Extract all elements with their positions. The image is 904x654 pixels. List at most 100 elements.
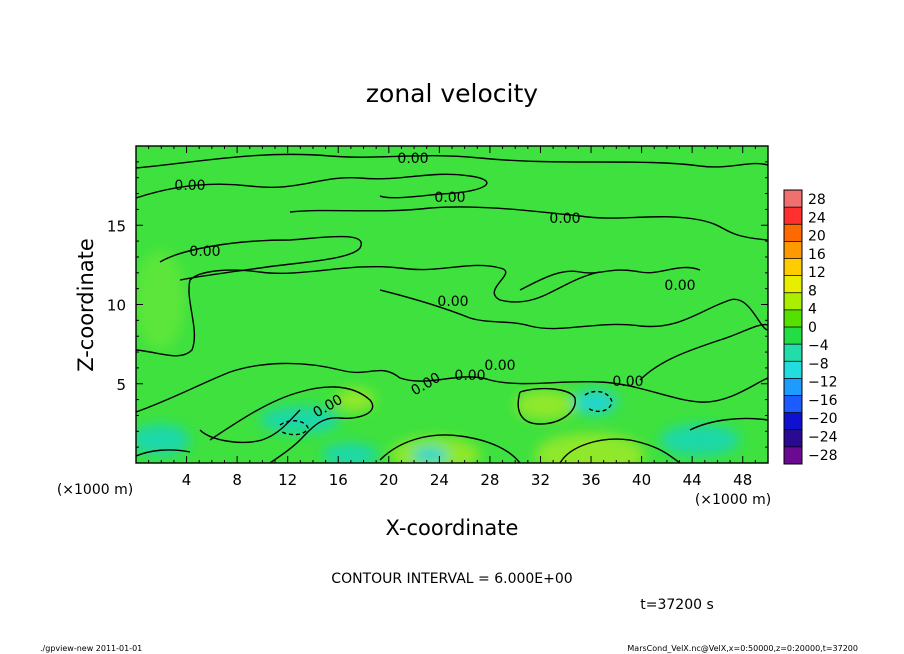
- contour-line: [136, 153, 768, 169]
- negative-patch: [660, 424, 740, 456]
- x-tick-label: 40: [632, 471, 651, 489]
- footer-right: MarsCond_VelX.nc@VelX,x=0:50000,z=0:2000…: [627, 644, 858, 653]
- plot-area: 0.000.000.000.000.000.000.000.000.00 0.00…: [136, 146, 768, 463]
- contour-line: [639, 323, 768, 381]
- colorbar-label: −20: [808, 411, 838, 427]
- colorbar-swatch: [784, 378, 802, 396]
- colorbar-label: 0: [808, 320, 817, 336]
- colorbar-swatch: [784, 344, 802, 362]
- x-tick-label: 8: [232, 471, 242, 489]
- contour-label: 0.00: [612, 374, 643, 390]
- contour-label: 0.00: [437, 294, 468, 310]
- colorbar-label: 28: [808, 192, 826, 208]
- colorbar-swatch: [784, 190, 802, 208]
- contour-line: [136, 449, 191, 457]
- colorbar-swatch: [784, 309, 802, 328]
- time-label: t=37200 s: [640, 597, 714, 613]
- contour-line: [519, 266, 701, 291]
- x-unit-left: (×1000 m): [57, 482, 133, 498]
- contour-line: [279, 420, 309, 436]
- contour-line: [517, 387, 576, 425]
- colorbar-swatch: [784, 292, 802, 311]
- x-tick-label: 32: [531, 471, 550, 489]
- positive-patch: [136, 250, 185, 350]
- colorbar-swatch: [784, 412, 802, 431]
- colorbar-label: 24: [808, 210, 826, 226]
- colorbar-label: −8: [808, 356, 829, 372]
- contour-line: [559, 438, 681, 463]
- y-tick-label: 10: [107, 297, 126, 315]
- y-axis: 5 10 15: [107, 161, 768, 448]
- contour-line: [209, 386, 374, 463]
- x-tick-label: 12: [278, 471, 297, 489]
- contour-line: [199, 409, 301, 444]
- colorbar-label: 8: [808, 283, 817, 299]
- contour-line: [584, 390, 613, 413]
- x-axis-label: X-coordinate: [386, 516, 519, 540]
- colorbar-swatch: [784, 241, 802, 259]
- colorbar-label: −12: [808, 375, 838, 391]
- x-tick-label: 20: [379, 471, 398, 489]
- colorbar-swatch: [784, 258, 802, 277]
- contour-lines: [136, 153, 768, 463]
- positive-patch: [335, 388, 375, 412]
- contour-interval: CONTOUR INTERVAL = 6.000E+00: [331, 571, 572, 587]
- colorbar-swatch: [784, 275, 802, 294]
- colorbar-label: −28: [808, 448, 838, 464]
- x-tick-label: 4: [182, 471, 192, 489]
- footer-left: ./gpview-new 2011-01-01: [40, 644, 142, 653]
- colorbar-label: 16: [808, 247, 826, 263]
- colorbar-swatch: [784, 207, 802, 225]
- x-tick-label: 44: [683, 471, 702, 489]
- x-unit-right: (×1000 m): [695, 492, 771, 508]
- negative-patch: [260, 406, 340, 434]
- contour-label: 0.00: [484, 358, 515, 374]
- y-axis-label: Z-coordinate: [74, 238, 98, 372]
- contour-label: 0.00: [434, 190, 465, 206]
- negative-patch: [573, 390, 617, 414]
- negative-patch: [412, 447, 448, 463]
- colorbar-label: 12: [808, 265, 826, 281]
- contour-line: [136, 264, 601, 357]
- y-tick-label: 15: [107, 217, 126, 235]
- contour-label: 0.00: [189, 244, 220, 260]
- contour-line: [136, 362, 768, 413]
- colorbar-swatch: [784, 429, 802, 448]
- x-tick-label: 24: [430, 471, 449, 489]
- colorbar-label: −24: [808, 430, 838, 446]
- contour-label: 0.00: [397, 151, 428, 167]
- contour-line: [379, 289, 768, 331]
- contour-line: [689, 417, 768, 431]
- chart-title: zonal velocity: [366, 79, 538, 108]
- colorbar-swatch: [784, 361, 802, 379]
- x-tick-label: 16: [329, 471, 348, 489]
- y-tick-label: 5: [116, 376, 126, 394]
- x-tick-label: 36: [581, 471, 600, 489]
- negative-patch: [322, 443, 378, 463]
- x-tick-label: 28: [480, 471, 499, 489]
- contour-labels: 0.000.000.000.000.000.000.000.000.00 0.00…: [174, 151, 695, 421]
- contour-line: [136, 173, 488, 199]
- colorbar-swatch: [784, 327, 802, 345]
- positive-patch: [515, 390, 575, 420]
- negative-patch: [136, 424, 190, 456]
- contour-line: [289, 206, 768, 241]
- contour-label: 0.00: [549, 211, 580, 227]
- colorbar-swatch: [784, 395, 802, 414]
- colorbar-label: −4: [808, 338, 829, 354]
- x-tick-label: 48: [733, 471, 752, 489]
- contour-label: 0.00: [174, 178, 205, 194]
- contour-label: 0.00: [454, 368, 485, 384]
- colorbar: 28 24 20 16 12 8 4 0 −4 −8 −12 −16 −20 −24 −28: [783, 189, 838, 465]
- x-axis: 4 8 12 16 20 24 28 32 36 40 44 48: [148, 146, 756, 489]
- colorbar-swatch: [784, 446, 802, 465]
- contour-line: [379, 434, 521, 463]
- field-patches: [136, 250, 740, 463]
- field-background: [136, 146, 768, 463]
- colorbar-swatch: [784, 224, 802, 242]
- positive-patch: [535, 433, 645, 463]
- colorbar-label: 20: [808, 229, 826, 245]
- contour-label: 0.00: [664, 278, 695, 294]
- colorbar-label: −16: [808, 393, 838, 409]
